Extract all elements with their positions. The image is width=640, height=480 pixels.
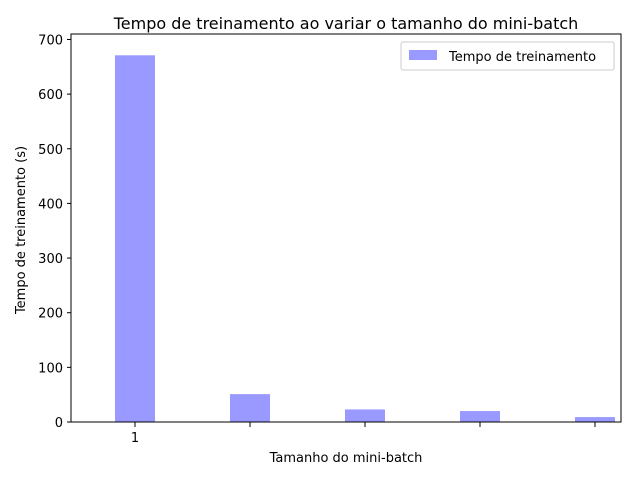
y-tick-label-6: 600	[38, 88, 63, 103]
legend-label: Tempo de treinamento	[448, 50, 596, 65]
y-tick-label-5: 500	[38, 143, 63, 158]
y-tick-label-0: 0	[55, 416, 63, 431]
bar-3	[460, 411, 500, 422]
bar-0	[115, 55, 155, 422]
y-tick-label-7: 700	[38, 33, 63, 48]
legend-swatch	[409, 50, 437, 60]
y-tick-label-3: 300	[38, 252, 63, 267]
bars-layer	[115, 55, 615, 422]
y-axis-ticks: 0 100 200 300 400 500 600 700	[38, 33, 71, 431]
chart-title: Tempo de treinamento ao variar o tamanho…	[113, 14, 579, 33]
y-tick-label-2: 200	[38, 307, 63, 322]
bar-2	[345, 409, 385, 422]
x-axis-ticks: 1	[131, 422, 596, 446]
y-tick-label-1: 100	[38, 361, 63, 376]
x-axis-label: Tamanho do mini-batch	[269, 451, 423, 466]
legend: Tempo de treinamento	[400, 41, 615, 71]
y-axis-label: Tempo de treinamento (s)	[14, 146, 29, 315]
bar-4	[575, 417, 615, 422]
plot-frame	[70, 33, 622, 423]
bar-1	[230, 394, 270, 422]
x-tick-label-0: 1	[131, 431, 139, 446]
legend-frame	[400, 41, 615, 71]
y-tick-label-4: 400	[38, 197, 63, 212]
